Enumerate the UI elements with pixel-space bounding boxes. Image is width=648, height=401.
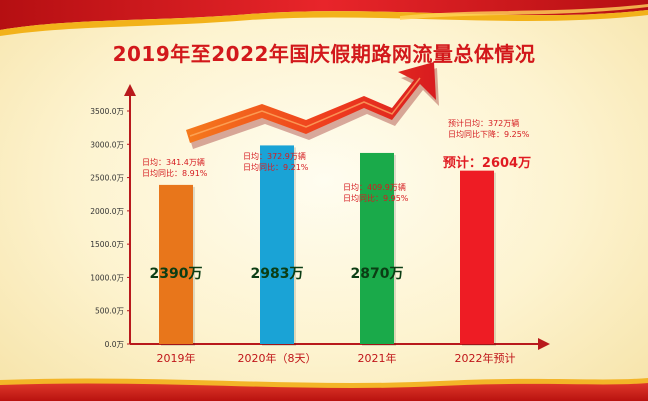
y-tick-label: 2000.0万 <box>90 207 124 216</box>
y-tick-label: 2500.0万 <box>90 174 124 183</box>
bottom-band-decoration <box>0 378 648 401</box>
top-ribbon-decoration <box>0 0 648 36</box>
y-tick-label: 0.0万 <box>105 340 125 349</box>
bar-2019年 <box>159 184 193 344</box>
y-tick-label: 500.0万 <box>95 307 124 316</box>
x-tick-label: 2022年预计 <box>455 351 516 365</box>
x-tick-label: 2021年 <box>358 351 397 365</box>
y-tick-label: 1500.0万 <box>90 240 124 249</box>
bar-value-label: 2390万 <box>150 266 203 282</box>
annotation-line: 日均：372.9万辆 <box>243 151 306 161</box>
trend-arrow-decoration <box>186 62 439 149</box>
bar-2021年 <box>360 152 394 344</box>
x-tick-label: 2020年（8天） <box>238 351 317 365</box>
annotation-line: 日均同比：9.95% <box>343 193 409 203</box>
annotation-line: 日均同比下降：9.25% <box>448 129 530 139</box>
x-tick-labels: 2019年 2020年（8天） 2021年 2022年预计 <box>157 351 516 365</box>
bar-labels: 2390万 2983万 2870万 预计：2604万 <box>150 155 532 282</box>
y-tick-label: 1000.0万 <box>90 273 124 282</box>
bar-value-label: 2870万 <box>351 266 404 282</box>
bar-2020年（8天） <box>260 145 294 344</box>
bar-2022年预计 <box>460 170 494 344</box>
chart-title: 2019年至2022年国庆假期路网流量总体情况 <box>112 42 536 66</box>
bars <box>159 145 496 346</box>
y-ticks: 0.0万 500.0万 1000.0万 1500.0万 2000.0万 2500.0万 30… <box>90 107 130 349</box>
annotation-line: 日均同比：9.21% <box>243 162 309 172</box>
y-axis <box>124 84 136 344</box>
annotation-line: 日均同比：8.91% <box>142 168 208 178</box>
x-tick-label: 2019年 <box>157 351 196 365</box>
annotation-line: 日均：341.4万辆 <box>142 157 205 167</box>
bar-value-label: 2983万 <box>251 266 304 282</box>
y-tick-label: 3500.0万 <box>90 107 124 116</box>
annotation-line: 预计日均：372万辆 <box>448 118 519 128</box>
bar-value-label: 预计：2604万 <box>443 155 531 171</box>
y-tick-label: 3000.0万 <box>90 140 124 149</box>
annotation-line: 日均：409.9万辆 <box>343 182 406 192</box>
